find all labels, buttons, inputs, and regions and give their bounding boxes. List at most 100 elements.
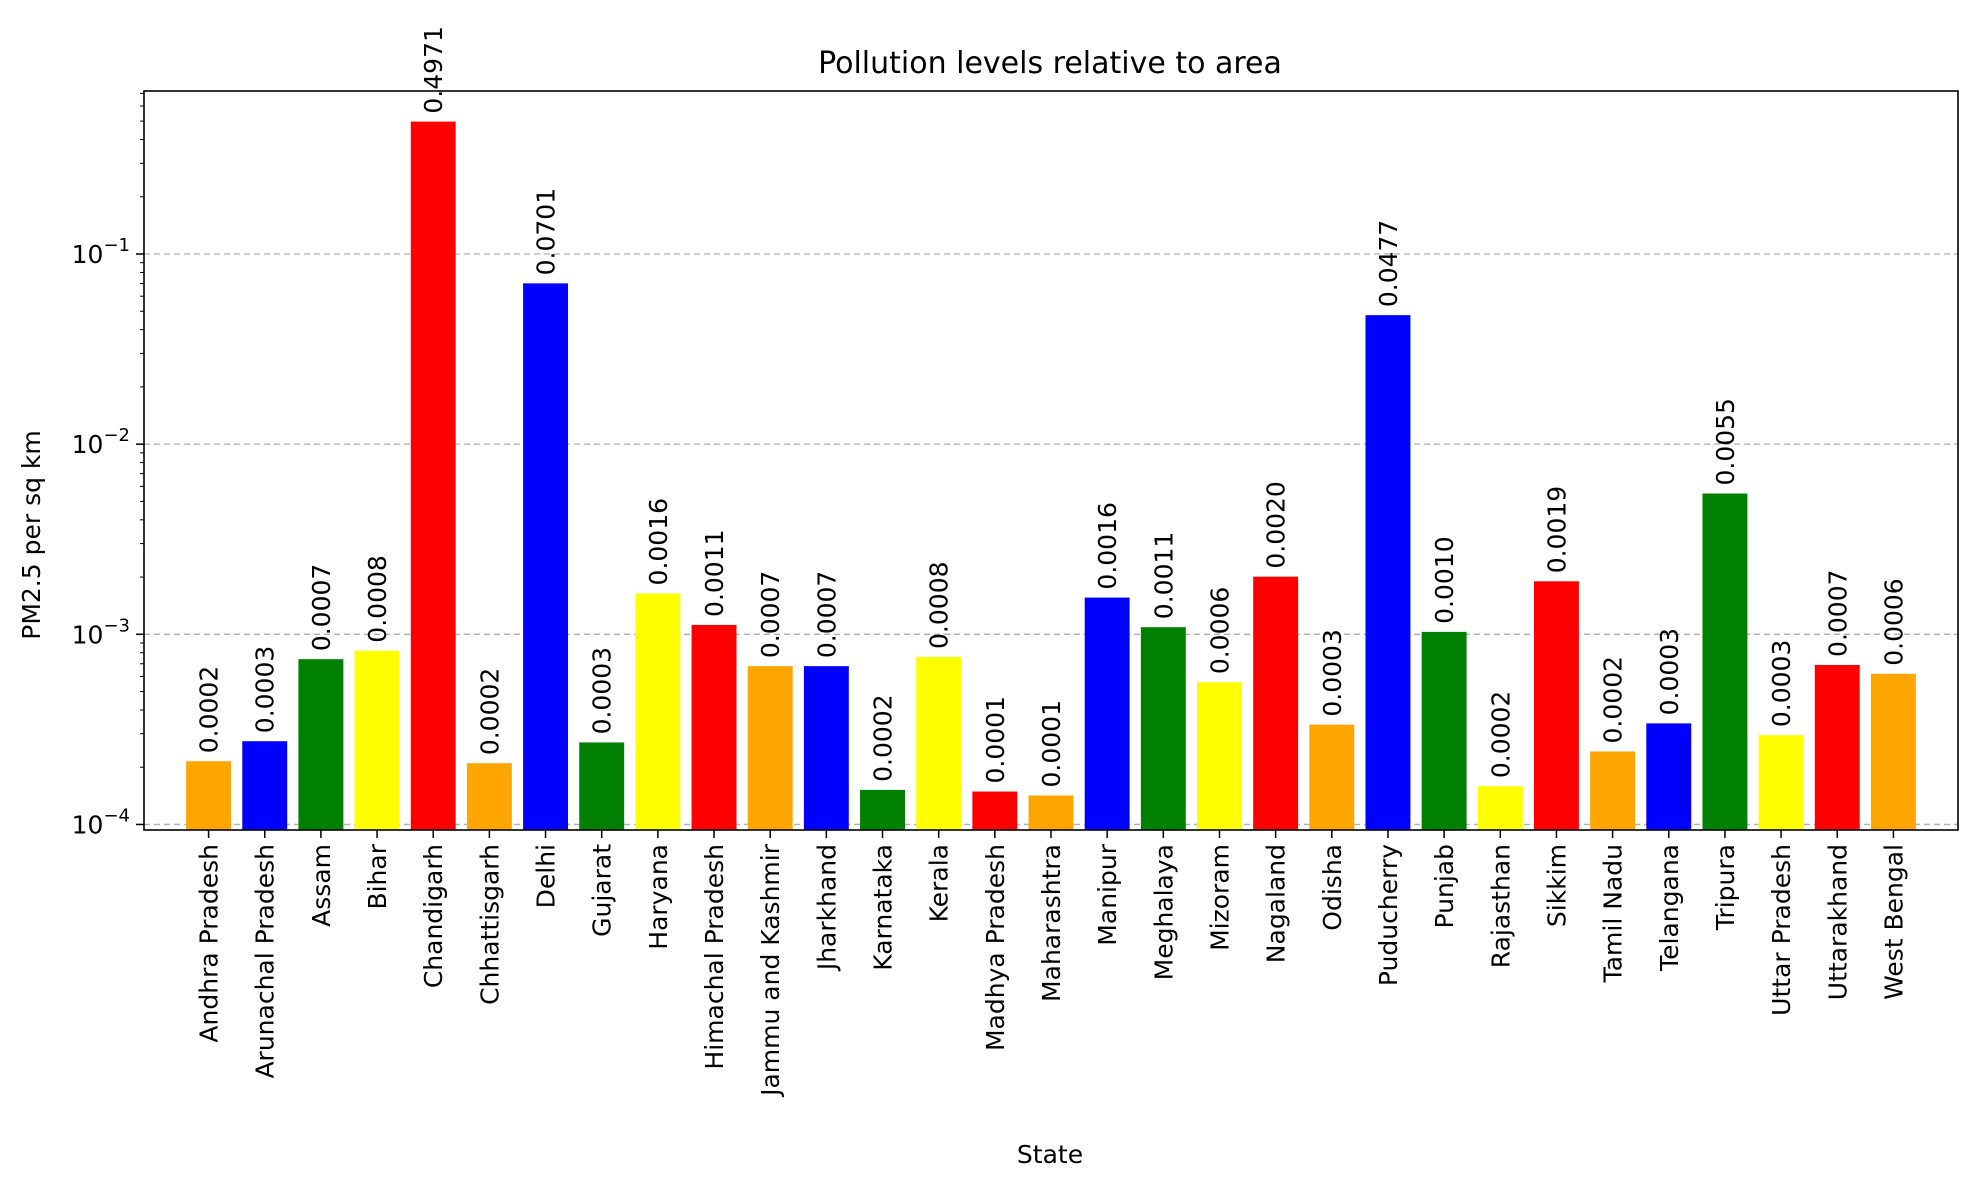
x-tick-label: Mizoram — [1205, 844, 1234, 951]
x-tick-label: Manipur — [1093, 843, 1122, 945]
y-axis-ticks: 10−4 10−3 10−2 10−1 — [72, 92, 144, 839]
bar — [691, 624, 737, 830]
x-tick-label: Rajasthan — [1486, 844, 1515, 968]
x-tick-label: Delhi — [532, 844, 561, 908]
x-tick-label: Telangana — [1655, 844, 1684, 972]
x-tick-label: Tripura — [1711, 844, 1740, 931]
x-tick-label: Haryana — [644, 844, 673, 950]
data-label: 0.0003 — [1767, 640, 1796, 727]
x-tick-label: Uttarakhand — [1823, 844, 1852, 1000]
data-label: 0.0003 — [1318, 629, 1347, 716]
chart-title: Pollution levels relative to area — [818, 46, 1282, 81]
x-tick-label: Jharkhand — [812, 844, 841, 972]
data-label: 0.0008 — [363, 555, 392, 642]
x-tick-label: Himachal Pradesh — [700, 844, 729, 1070]
x-tick-label: Uttar Pradesh — [1767, 844, 1796, 1016]
bar — [1028, 795, 1074, 830]
data-label: 0.0016 — [1093, 502, 1122, 589]
y-tick-label: 10−4 — [72, 805, 130, 839]
data-label: 0.0007 — [756, 571, 785, 658]
x-tick-label: Chhattisgarh — [475, 844, 504, 1005]
x-tick-label: Tamil Nadu — [1599, 844, 1628, 983]
bar — [1253, 576, 1299, 830]
data-label: 0.0003 — [588, 647, 617, 734]
data-label: 0.0006 — [1205, 587, 1234, 674]
bar — [186, 761, 232, 830]
bar — [747, 666, 793, 830]
x-tick-label: Punjab — [1430, 844, 1459, 928]
data-label: 0.0008 — [925, 561, 954, 648]
data-label: 0.0016 — [644, 498, 673, 585]
bar — [1477, 786, 1523, 830]
x-tick-label: Andhra Pradesh — [195, 844, 224, 1043]
bars — [186, 121, 1916, 830]
data-label: 0.0010 — [1430, 536, 1459, 623]
y-tick-label: 10−1 — [72, 235, 130, 269]
bar — [860, 789, 905, 830]
bar — [1590, 751, 1636, 830]
bar — [1140, 627, 1186, 830]
bar — [1758, 735, 1804, 830]
data-label: 0.0002 — [1486, 691, 1515, 778]
data-label: 0.0001 — [1037, 700, 1066, 787]
x-tick-label: Arunachal Pradesh — [251, 844, 280, 1079]
x-tick-label: West Bengal — [1879, 844, 1908, 1000]
x-tick-label: Assam — [307, 844, 336, 927]
bar — [354, 650, 400, 830]
x-tick-label: Gujarat — [588, 844, 617, 937]
data-label: 0.0701 — [532, 188, 561, 275]
data-label: 0.0003 — [1655, 628, 1684, 715]
bar — [1421, 631, 1467, 830]
x-tick-label: Odisha — [1318, 844, 1347, 931]
bar — [635, 593, 681, 830]
bar — [242, 741, 288, 830]
data-label: 0.0011 — [700, 529, 729, 616]
bar — [803, 666, 849, 830]
y-axis-label: PM2.5 per sq km — [17, 430, 46, 640]
bar — [1646, 723, 1692, 830]
data-label: 0.0007 — [1823, 569, 1852, 656]
x-tick-label: Maharashtra — [1037, 844, 1066, 1002]
x-tick-label: Madhya Pradesh — [981, 844, 1010, 1051]
x-tick-label: Puducherry — [1374, 844, 1403, 986]
bar — [1870, 673, 1916, 830]
x-axis-ticks: Andhra Pradesh Arunachal Pradesh Assam Biha… — [195, 830, 1908, 1098]
data-label: 0.0002 — [195, 666, 224, 753]
bar — [916, 656, 962, 830]
data-label: 0.0055 — [1711, 398, 1740, 485]
bar — [298, 659, 344, 830]
data-label: 0.0477 — [1374, 220, 1403, 307]
x-tick-label: Meghalaya — [1149, 844, 1178, 980]
x-tick-label: Chandigarh — [419, 844, 448, 988]
bar — [1309, 724, 1355, 830]
data-label: 0.0007 — [307, 564, 336, 651]
data-label: 0.0006 — [1879, 578, 1908, 665]
data-label: 0.0020 — [1262, 481, 1291, 568]
x-tick-label: Bihar — [363, 843, 392, 909]
data-label: 0.0001 — [981, 696, 1010, 783]
bar — [1365, 315, 1411, 830]
data-label: 0.0011 — [1149, 532, 1178, 619]
bar — [1197, 682, 1242, 830]
bar — [1084, 597, 1130, 830]
x-tick-label: Karnataka — [869, 844, 898, 971]
data-label: 0.0002 — [869, 694, 898, 781]
bar — [1702, 493, 1748, 830]
data-label: 0.0002 — [1599, 656, 1628, 743]
x-tick-label: Kerala — [925, 844, 954, 922]
x-tick-label: Jammu and Kashmir — [756, 843, 785, 1098]
y-tick-label: 10−3 — [72, 615, 130, 649]
bar — [1533, 581, 1579, 830]
bar — [466, 763, 512, 830]
x-tick-label: Sikkim — [1542, 844, 1571, 927]
data-label: 0.4971 — [419, 26, 448, 113]
bar — [523, 283, 569, 830]
y-tick-label: 10−2 — [72, 425, 130, 459]
x-axis-label: State — [1017, 1140, 1083, 1169]
data-label: 0.0003 — [251, 646, 280, 733]
x-tick-label: Nagaland — [1262, 844, 1291, 963]
data-labels: 0.0002 0.0003 0.0007 0.0008 0.4971 0.0002 0.07… — [195, 26, 1909, 787]
bar — [1814, 664, 1860, 830]
bar — [972, 791, 1018, 830]
